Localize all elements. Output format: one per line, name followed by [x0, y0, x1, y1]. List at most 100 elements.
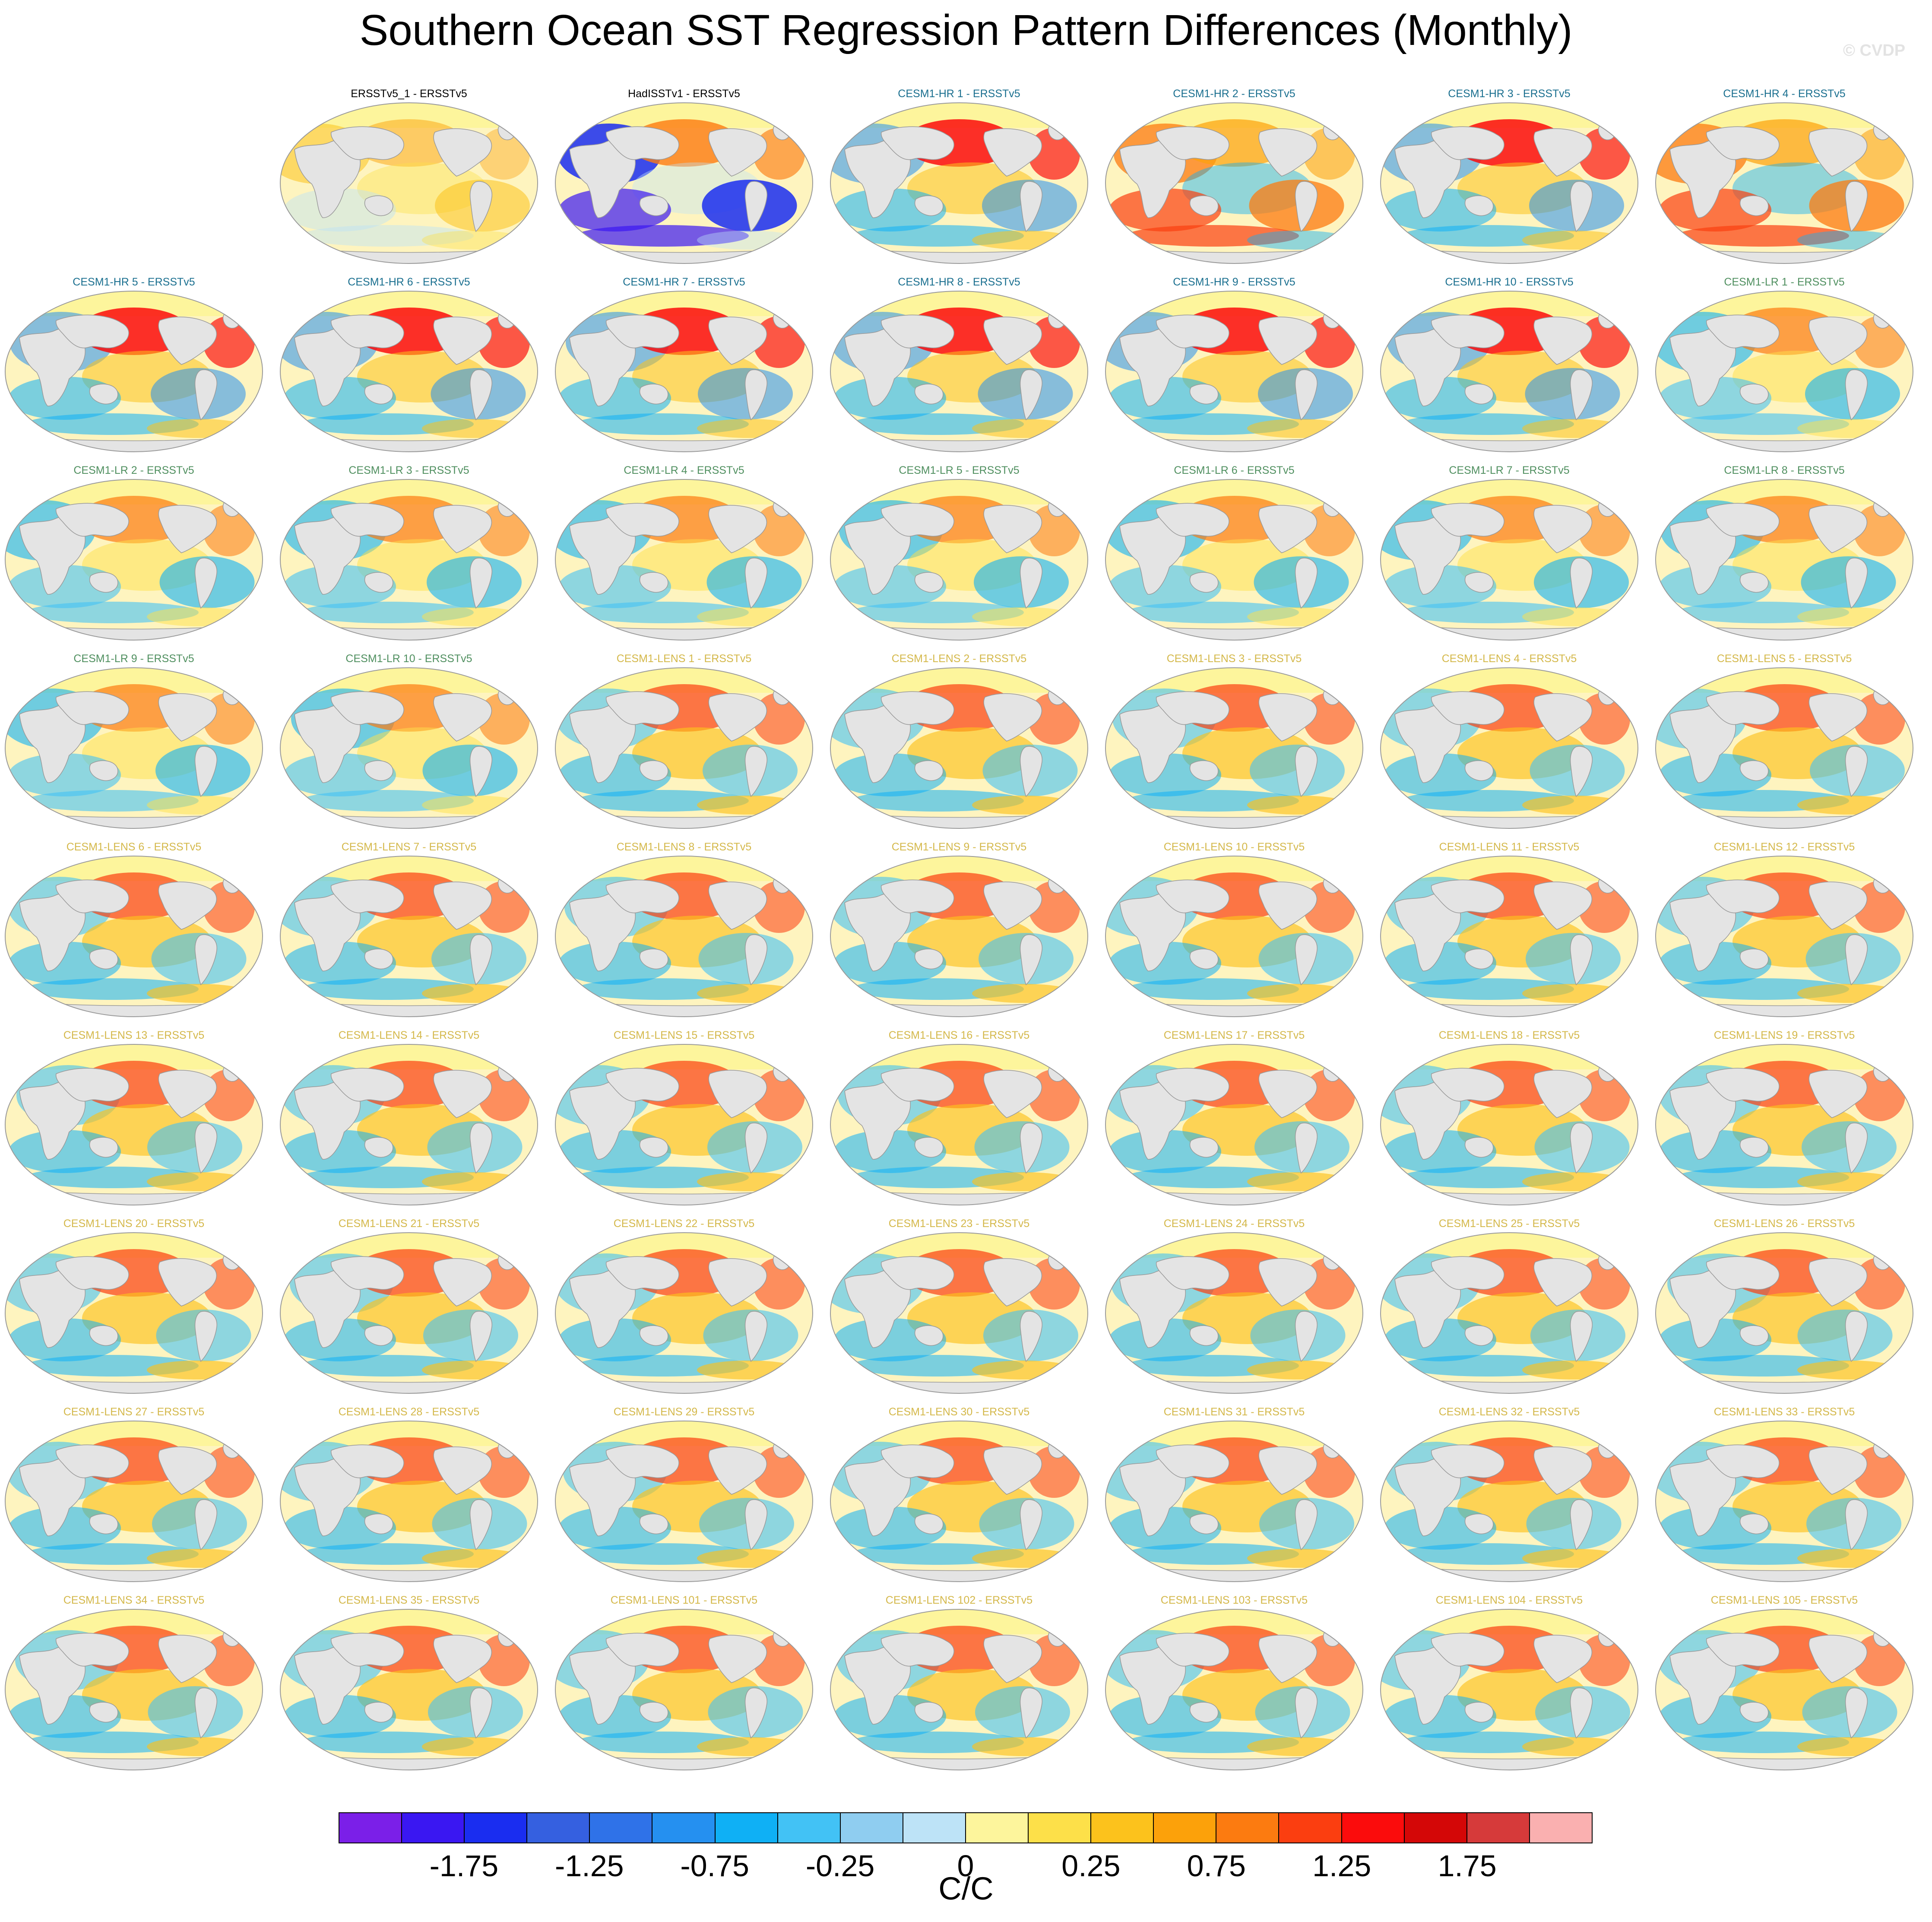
map-plot — [1380, 479, 1638, 641]
map-panel: CESM1-LENS 35 - ERSSTv5 — [275, 1594, 543, 1771]
map-panel: CESM1-LENS 27 - ERSSTv5 — [0, 1405, 268, 1583]
colorbar-swatch — [339, 1813, 402, 1843]
panel-title: CESM1-LENS 12 - ERSSTv5 — [1713, 841, 1855, 853]
panel-title: CESM1-LENS 31 - ERSSTv5 — [1163, 1406, 1305, 1418]
map-panel: CESM1-LENS 101 - ERSSTv5 — [550, 1594, 818, 1771]
map-panel: CESM1-LENS 30 - ERSSTv5 — [825, 1405, 1093, 1583]
colorbar-swatch — [1029, 1813, 1092, 1843]
colorbar-swatches — [339, 1812, 1593, 1843]
map-plot — [830, 667, 1088, 829]
map-panel: CESM1-LR 5 - ERSSTv5 — [825, 464, 1093, 641]
map-plot — [280, 1609, 538, 1770]
panel-title: ERSSTv5_1 - ERSSTv5 — [351, 88, 467, 100]
map-panel: CESM1-LENS 34 - ERSSTv5 — [0, 1594, 268, 1771]
colorbar-swatch — [527, 1813, 590, 1843]
panel-title: HadISSTv1 - ERSSTv5 — [628, 88, 740, 100]
map-panel: CESM1-LENS 18 - ERSSTv5 — [1375, 1029, 1643, 1206]
panel-title: CESM1-LENS 13 - ERSSTv5 — [63, 1029, 205, 1041]
map-plot — [5, 1044, 263, 1205]
map-panel: CESM1-LENS 2 - ERSSTv5 — [825, 652, 1093, 829]
colorbar-tick-label: 0.75 — [1187, 1849, 1246, 1883]
panel-title: CESM1-LENS 102 - ERSSTv5 — [885, 1594, 1033, 1606]
map-panel: CESM1-LENS 1 - ERSSTv5 — [550, 652, 818, 829]
panel-title: CESM1-LENS 11 - ERSSTv5 — [1439, 841, 1580, 853]
panel-title: CESM1-LENS 32 - ERSSTv5 — [1438, 1406, 1580, 1418]
map-panel: CESM1-LENS 29 - ERSSTv5 — [550, 1405, 818, 1583]
colorbar-units-label: C/C — [938, 1871, 994, 1906]
map-plot — [1105, 667, 1363, 829]
map-plot — [5, 291, 263, 452]
map-panel: CESM1-LENS 4 - ERSSTv5 — [1375, 652, 1643, 829]
map-panel: CESM1-LENS 32 - ERSSTv5 — [1375, 1405, 1643, 1583]
map-panel: CESM1-LENS 102 - ERSSTv5 — [825, 1594, 1093, 1771]
panel-title: CESM1-LENS 24 - ERSSTv5 — [1163, 1218, 1305, 1230]
map-panel: CESM1-LR 6 - ERSSTv5 — [1100, 464, 1368, 641]
colorbar-tick-label: 0.25 — [1061, 1849, 1121, 1883]
map-panel: CESM1-LENS 24 - ERSSTv5 — [1100, 1217, 1368, 1394]
map-panel: CESM1-HR 2 - ERSSTv5 — [1100, 87, 1368, 264]
map-plot — [1655, 1421, 1913, 1582]
colorbar-swatch — [1279, 1813, 1342, 1843]
map-plot — [830, 479, 1088, 641]
panel-title: CESM1-LR 4 - ERSSTv5 — [624, 464, 744, 476]
colorbar-swatch — [652, 1813, 716, 1843]
panel-title: CESM1-LENS 25 - ERSSTv5 — [1438, 1218, 1580, 1230]
colorbar-tick-label: 0 — [957, 1849, 974, 1883]
panel-title: CESM1-LENS 29 - ERSSTv5 — [613, 1406, 755, 1418]
map-plot — [1105, 1609, 1363, 1770]
map-plot — [555, 291, 813, 452]
map-plot — [1655, 1044, 1913, 1205]
panel-title: CESM1-LENS 35 - ERSSTv5 — [338, 1594, 480, 1606]
panel-title: CESM1-LENS 23 - ERSSTv5 — [888, 1218, 1030, 1230]
colorbar-swatch — [840, 1813, 903, 1843]
panel-title: CESM1-LR 3 - ERSSTv5 — [348, 464, 469, 476]
map-plot — [5, 1609, 263, 1770]
map-plot — [1380, 102, 1638, 264]
map-plot — [1380, 291, 1638, 452]
colorbar: -1.75 -1.25 -0.75 -0.25 0 0.25 0.75 1.25 1.75 — [339, 1812, 1593, 1883]
map-panel: CESM1-LENS 10 - ERSSTv5 — [1100, 840, 1368, 1018]
map-panel: CESM1-HR 9 - ERSSTv5 — [1100, 276, 1368, 453]
panel-title: CESM1-LR 9 - ERSSTv5 — [73, 653, 194, 665]
map-panel: CESM1-LR 1 - ERSSTv5 — [1650, 276, 1918, 453]
map-panel-grid: ERSSTv5_1 - ERSSTv5 HadISSTv1 - ERSSTv5 … — [0, 87, 1918, 1771]
map-plot — [5, 856, 263, 1017]
map-plot — [830, 102, 1088, 264]
panel-title: CESM1-LENS 20 - ERSSTv5 — [63, 1218, 205, 1230]
panel-title: CESM1-LENS 28 - ERSSTv5 — [338, 1406, 480, 1418]
map-panel: CESM1-LENS 25 - ERSSTv5 — [1375, 1217, 1643, 1394]
map-panel: CESM1-LENS 6 - ERSSTv5 — [0, 840, 268, 1018]
map-panel: CESM1-LENS 15 - ERSSTv5 — [550, 1029, 818, 1206]
panel-title: CESM1-LENS 27 - ERSSTv5 — [63, 1406, 205, 1418]
map-panel: CESM1-LENS 20 - ERSSTv5 — [0, 1217, 268, 1394]
map-panel: CESM1-LENS 16 - ERSSTv5 — [825, 1029, 1093, 1206]
map-plot — [555, 667, 813, 829]
map-plot — [1380, 1421, 1638, 1582]
page-title: Southern Ocean SST Regression Pattern Di… — [359, 6, 1573, 54]
panel-title: CESM1-LR 2 - ERSSTv5 — [73, 464, 194, 476]
map-plot — [1105, 1044, 1363, 1205]
colorbar-tick-label: 1.25 — [1312, 1849, 1371, 1883]
map-plot — [555, 1609, 813, 1770]
map-panel: CESM1-LR 8 - ERSSTv5 — [1650, 464, 1918, 641]
map-plot — [555, 1421, 813, 1582]
panel-title: CESM1-HR 6 - ERSSTv5 — [348, 276, 470, 288]
map-panel: CESM1-LENS 12 - ERSSTv5 — [1650, 840, 1918, 1018]
map-panel: CESM1-LENS 103 - ERSSTv5 — [1100, 1594, 1368, 1771]
map-plot — [830, 1232, 1088, 1394]
panel-title: CESM1-HR 8 - ERSSTv5 — [898, 276, 1020, 288]
panel-title: CESM1-HR 2 - ERSSTv5 — [1173, 88, 1295, 100]
colorbar-swatch — [778, 1813, 841, 1843]
panel-title: CESM1-LENS 18 - ERSSTv5 — [1438, 1029, 1580, 1041]
map-panel: CESM1-LR 7 - ERSSTv5 — [1375, 464, 1643, 641]
panel-title: CESM1-LENS 101 - ERSSTv5 — [610, 1594, 758, 1606]
map-panel: CESM1-LR 2 - ERSSTv5 — [0, 464, 268, 641]
map-panel: CESM1-HR 7 - ERSSTv5 — [550, 276, 818, 453]
panel-title: CESM1-HR 3 - ERSSTv5 — [1448, 88, 1571, 100]
panel-title: CESM1-LR 8 - ERSSTv5 — [1724, 464, 1845, 476]
map-panel: HadISSTv1 - ERSSTv5 — [550, 87, 818, 264]
panel-title: CESM1-LR 7 - ERSSTv5 — [1449, 464, 1570, 476]
map-plot — [1105, 291, 1363, 452]
panel-title: CESM1-LENS 22 - ERSSTv5 — [613, 1218, 755, 1230]
map-panel: CESM1-LR 9 - ERSSTv5 — [0, 652, 268, 829]
